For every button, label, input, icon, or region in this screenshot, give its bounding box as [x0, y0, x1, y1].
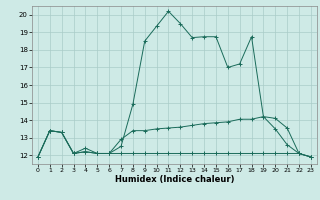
- X-axis label: Humidex (Indice chaleur): Humidex (Indice chaleur): [115, 175, 234, 184]
